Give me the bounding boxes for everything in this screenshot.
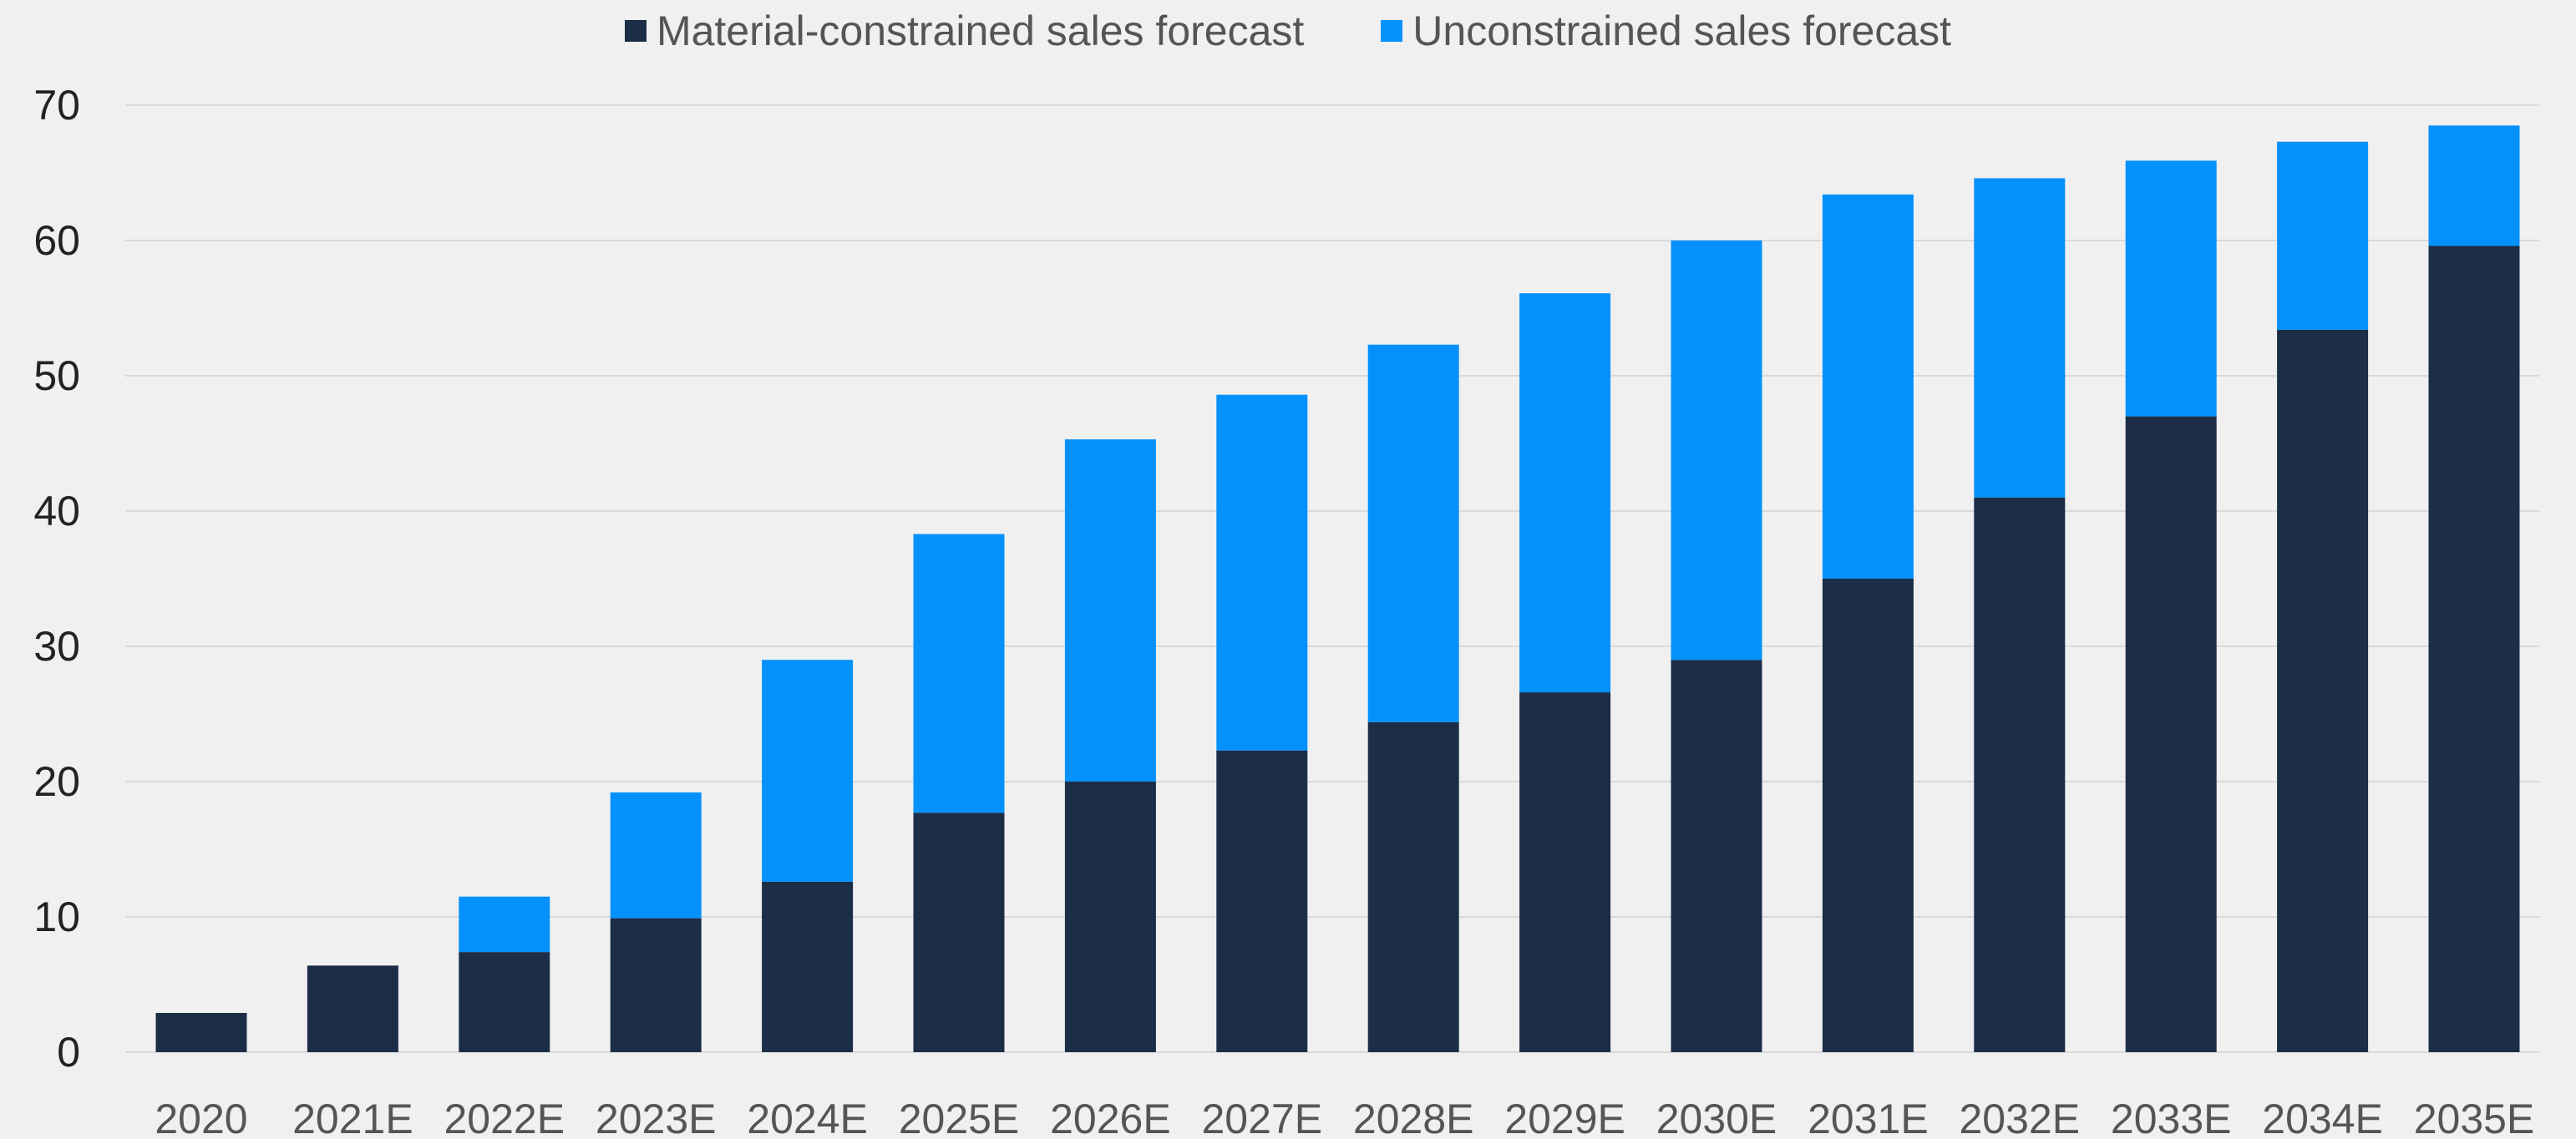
x-tick-label: 2029E: [1504, 1096, 1625, 1139]
bar-unconstrained-2028E: [1367, 344, 1459, 722]
y-tick-label: 60: [33, 217, 80, 264]
legend-label-unconstrained: Unconstrained sales forecast: [1412, 8, 1952, 54]
x-tick-label: 2020: [155, 1096, 247, 1139]
bar-material-constrained-2027E: [1216, 750, 1308, 1052]
bar-material-constrained-2033E: [2125, 416, 2217, 1053]
x-tick-label: 2024E: [747, 1096, 868, 1139]
x-axis-ticks: 2020 2021E 2022E 2023E 2024E 2025E 2026E 2027E 2…: [155, 1096, 2534, 1139]
bar-material-constrained-2030E: [1671, 660, 1762, 1052]
legend-label-material-constrained: Material-constrained sales forecast: [656, 8, 1305, 54]
y-axis-ticks: 0 10 20 30 40 50 60 70: [33, 82, 80, 1076]
bars: [155, 125, 2520, 1053]
bar-material-constrained-2034E: [2277, 329, 2369, 1052]
x-tick-label: 2033E: [2111, 1096, 2232, 1139]
bar-unconstrained-2024E: [762, 660, 854, 882]
legend-swatch-unconstrained: [1381, 20, 1403, 42]
bar-unconstrained-2032E: [1974, 178, 2066, 498]
bar-material-constrained-2032E: [1974, 497, 2066, 1052]
x-tick-label: 2034E: [2262, 1096, 2383, 1139]
legend-swatch-material-constrained: [624, 20, 647, 42]
y-tick-label: 20: [33, 758, 80, 805]
y-tick-label: 0: [57, 1029, 80, 1076]
y-tick-label: 30: [33, 623, 80, 670]
bar-unconstrained-2034E: [2277, 141, 2369, 330]
bar-material-constrained-2022E: [459, 952, 550, 1052]
bar-unconstrained-2026E: [1064, 439, 1156, 782]
x-tick-label: 2026E: [1050, 1096, 1171, 1139]
y-tick-label: 50: [33, 352, 80, 399]
x-tick-label: 2021E: [292, 1096, 413, 1139]
x-tick-label: 2031E: [1808, 1096, 1929, 1139]
bar-material-constrained-2023E: [610, 918, 702, 1052]
bar-unconstrained-2023E: [610, 792, 702, 919]
bar-material-constrained-2020: [155, 1013, 247, 1052]
bar-material-constrained-2024E: [762, 881, 854, 1052]
x-tick-label: 2022E: [444, 1096, 565, 1139]
x-tick-label: 2028E: [1353, 1096, 1474, 1139]
bar-material-constrained-2026E: [1064, 782, 1156, 1052]
bar-unconstrained-2022E: [459, 896, 550, 953]
y-tick-label: 10: [33, 893, 80, 940]
bar-unconstrained-2029E: [1519, 293, 1611, 693]
bar-unconstrained-2025E: [913, 534, 1005, 813]
bar-material-constrained-2021E: [307, 965, 398, 1052]
bar-material-constrained-2029E: [1519, 692, 1611, 1052]
bar-material-constrained-2031E: [1822, 579, 1914, 1052]
x-tick-label: 2025E: [899, 1096, 1020, 1139]
bar-unconstrained-2035E: [2428, 125, 2520, 246]
bar-unconstrained-2030E: [1671, 240, 1762, 661]
bar-material-constrained-2028E: [1367, 721, 1459, 1052]
x-tick-label: 2030E: [1656, 1096, 1777, 1139]
y-tick-label: 70: [33, 82, 80, 129]
x-tick-label: 2032E: [1960, 1096, 2081, 1139]
y-tick-label: 40: [33, 488, 80, 534]
x-tick-label: 2035E: [2414, 1096, 2535, 1139]
bar-unconstrained-2027E: [1216, 394, 1308, 751]
chart-legend: Material-constrained sales forecast Unco…: [0, 7, 2576, 55]
x-tick-label: 2027E: [1202, 1096, 1323, 1139]
bar-material-constrained-2035E: [2428, 246, 2520, 1053]
legend-item-material-constrained: Material-constrained sales forecast: [624, 7, 1305, 55]
bar-unconstrained-2033E: [2125, 160, 2217, 417]
x-tick-label: 2023E: [596, 1096, 717, 1139]
legend-item-unconstrained: Unconstrained sales forecast: [1381, 7, 1951, 55]
bar-material-constrained-2025E: [913, 812, 1005, 1052]
bar-unconstrained-2031E: [1822, 194, 1914, 580]
